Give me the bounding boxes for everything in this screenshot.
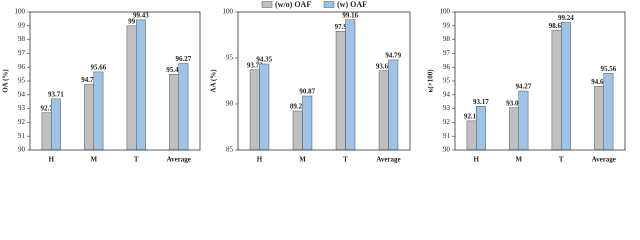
bar	[466, 120, 477, 151]
y-tick-label: 99	[443, 21, 451, 29]
value-label: 99	[128, 17, 136, 25]
bar	[178, 63, 189, 151]
value-label: 99.43	[133, 11, 149, 19]
value-label: 94.77	[81, 76, 97, 84]
legend-label: (w/o) OAF	[275, 0, 311, 9]
x-tick-label: Average	[167, 156, 191, 164]
value-label: 93.72	[247, 61, 263, 69]
y-tick-label: 97	[18, 49, 26, 57]
value-label: 94.79	[385, 52, 401, 60]
value-label: 95.49	[166, 66, 182, 74]
x-tick-label: Average	[592, 156, 616, 164]
y-tick-label: 93	[443, 104, 451, 112]
bar	[292, 110, 303, 151]
y-tick-label: 91	[18, 132, 26, 140]
bar	[388, 59, 399, 151]
x-tick-label: M	[90, 156, 97, 164]
y-tick-label: 95	[18, 77, 26, 85]
value-label: 99.24	[558, 14, 574, 22]
y-tick-label: 97	[443, 49, 451, 57]
value-label: 90.87	[299, 88, 315, 96]
value-label: 93.71	[48, 90, 64, 98]
y-tick-label: 95	[443, 77, 451, 85]
bar	[169, 73, 179, 151]
value-label: 98.66	[549, 22, 565, 30]
y-tick-label: 98	[443, 35, 451, 43]
bar	[335, 31, 346, 151]
bar	[509, 107, 519, 151]
value-label: 92.7	[40, 104, 53, 112]
bar	[378, 70, 389, 151]
legend-label: (w) OAF	[337, 0, 367, 9]
bar	[93, 71, 104, 151]
x-tick-label: T	[559, 156, 564, 164]
legend-swatch	[323, 1, 335, 8]
value-label: 89.24	[290, 103, 306, 111]
value-label: 93.62	[376, 62, 392, 70]
bar	[249, 69, 260, 151]
value-label: 93.06	[506, 99, 522, 107]
y-tick-label: 99	[18, 21, 26, 29]
value-label: 99.16	[342, 11, 358, 19]
bar	[136, 19, 146, 151]
y-tick-label: 94	[443, 90, 451, 98]
x-tick-label: M	[299, 156, 306, 164]
y-tick-label: 92	[18, 118, 26, 126]
bar	[84, 83, 95, 151]
bar	[41, 112, 52, 151]
bar	[594, 86, 605, 151]
x-tick-label: T	[134, 156, 139, 164]
y-tick-label: 98	[18, 35, 26, 43]
y-tick-label: 96	[443, 63, 451, 71]
x-tick-label: H	[474, 156, 480, 164]
y-tick-label: 85	[226, 146, 234, 154]
y-tick-label: 94	[18, 90, 26, 98]
value-label: 96.27	[176, 55, 192, 63]
y-tick-label: 90	[226, 100, 234, 108]
bar	[345, 19, 356, 151]
bar	[476, 106, 486, 151]
value-label: 92.11	[464, 112, 480, 120]
value-label: 97.9	[335, 23, 348, 31]
x-tick-label: H	[257, 156, 263, 164]
bar	[551, 30, 562, 151]
axes-frame	[454, 11, 626, 151]
y-tick-label: 93	[18, 104, 26, 112]
bar	[51, 98, 61, 151]
value-label: 94.35	[256, 56, 272, 64]
axes-frame	[29, 11, 201, 151]
y-axis-label: AA (%)	[210, 69, 218, 93]
y-tick-label: 100	[15, 8, 26, 16]
x-tick-label: Average	[376, 156, 400, 164]
bar	[259, 63, 270, 151]
value-label: 93.17	[473, 98, 489, 106]
value-label: 94.61	[591, 78, 607, 86]
bar	[126, 25, 137, 151]
y-tick-label: 92	[443, 118, 451, 126]
x-tick-label: H	[49, 156, 55, 164]
bar	[561, 22, 571, 151]
y-tick-label: 100	[440, 8, 451, 16]
value-label: 94.27	[516, 83, 532, 91]
y-tick-label: 90	[18, 146, 26, 154]
value-label: 95.56	[601, 65, 617, 73]
y-tick-label: 100	[223, 8, 234, 16]
y-axis-label: OA (%)	[2, 69, 10, 93]
x-tick-label: T	[343, 156, 348, 164]
figure: 90 91 92 93 94 95 96 97 98 99 100 OA (%) H 92.7 93.71 M…	[2, 0, 626, 164]
legend-swatch	[261, 1, 273, 8]
y-tick-label: 91	[443, 132, 451, 140]
y-tick-label: 96	[18, 63, 26, 71]
y-axis-label: κ(×100)	[427, 69, 435, 93]
value-label: 95.66	[91, 64, 107, 72]
bar	[302, 95, 313, 151]
x-tick-label: M	[515, 156, 522, 164]
y-tick-label: 95	[226, 54, 234, 62]
bar	[518, 90, 529, 151]
axes-frame	[237, 11, 411, 151]
y-tick-label: 90	[443, 146, 451, 154]
bar	[603, 73, 614, 151]
